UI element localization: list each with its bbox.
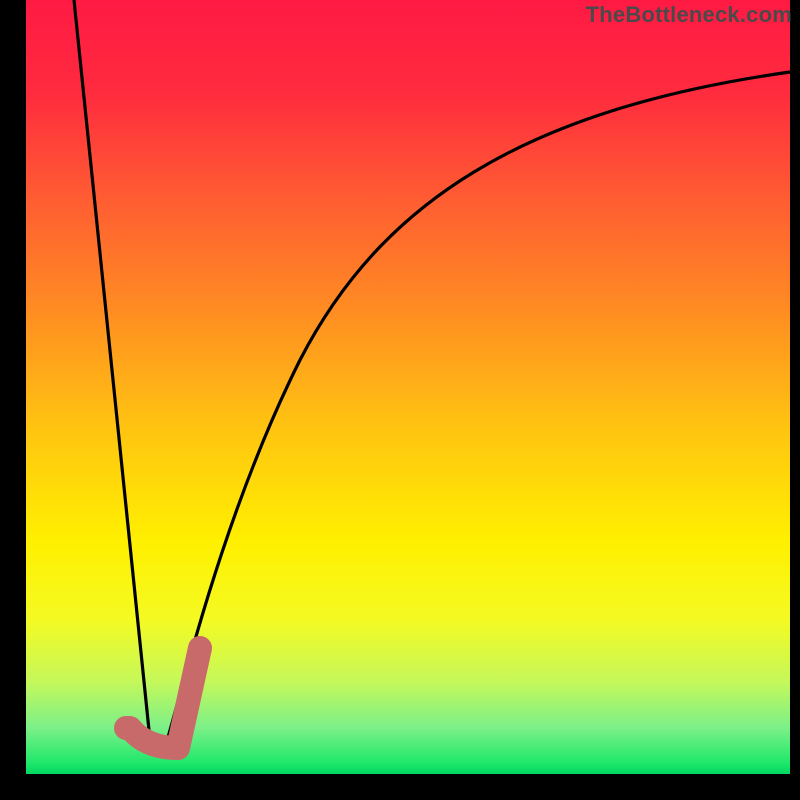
highlight-dot — [114, 716, 138, 740]
chart-svg — [0, 0, 800, 800]
bottleneck-chart: TheBottleneck.com — [0, 0, 800, 800]
